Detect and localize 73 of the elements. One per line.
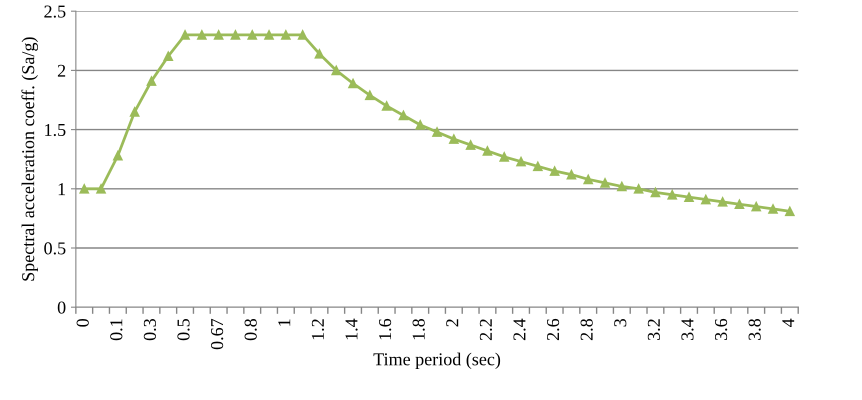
x-tick-label: 0.67: [210, 318, 224, 350]
point: [112, 150, 123, 161]
point: [398, 110, 408, 120]
point: [364, 90, 375, 100]
x-tick-label: 1: [278, 319, 290, 326]
point: [583, 174, 594, 184]
point: [616, 182, 627, 192]
point: [348, 78, 358, 88]
point: [415, 120, 426, 130]
x-tick-label: 0.5: [177, 319, 190, 340]
point: [550, 166, 560, 176]
point: [650, 187, 660, 198]
y-tick-label: 1.5: [45, 124, 66, 136]
x-tick-label: 3.6: [715, 318, 728, 340]
point: [466, 140, 476, 150]
x-tick-label: 1.4: [345, 318, 358, 340]
x-tick-label: 0.3: [144, 319, 156, 340]
point: [96, 184, 106, 194]
point: [146, 76, 156, 86]
x-tick-label: 3.4: [681, 318, 694, 340]
x-axis-title: Time period (sec): [374, 352, 500, 370]
point: [751, 202, 762, 212]
point: [700, 194, 711, 204]
point: [247, 30, 258, 40]
point: [196, 30, 207, 40]
point: [532, 161, 543, 172]
x-tick-label: 1.2: [312, 319, 324, 340]
point: [298, 30, 308, 40]
y-tick-label: 0.5: [44, 242, 66, 255]
point: [734, 199, 744, 210]
point: [214, 30, 224, 40]
y-axis-title: Spectral acceleration coeff. (Sa/g): [21, 37, 38, 281]
x-tick-label: 0.8: [244, 319, 257, 340]
point: [718, 196, 728, 207]
point: [600, 178, 610, 188]
point: [448, 134, 459, 144]
point: [280, 30, 291, 40]
y-tick-label: 1: [58, 183, 66, 196]
x-tick-label: 4: [782, 318, 794, 327]
point: [264, 30, 274, 40]
point: [432, 127, 442, 137]
point: [180, 30, 190, 40]
point: [314, 48, 324, 59]
point: [516, 156, 526, 166]
x-tick-label: 1.6: [379, 318, 392, 340]
x-tick-label: 3.8: [748, 319, 761, 340]
point: [684, 192, 694, 202]
point: [382, 101, 392, 111]
y-tick-label: 2.5: [44, 6, 66, 18]
point: [482, 146, 492, 156]
x-tick-label: 2.6: [547, 318, 560, 340]
point: [130, 106, 140, 117]
x-tick-label: 2.2: [480, 319, 492, 340]
point: [79, 184, 90, 194]
point: [634, 184, 644, 194]
point: [566, 170, 576, 180]
point: [667, 190, 678, 200]
x-tick-label: 2.8: [580, 319, 593, 340]
point: [331, 66, 342, 76]
y-tick-label: 2: [58, 64, 66, 77]
point: [230, 30, 240, 40]
x-tick-label: 3.2: [648, 319, 660, 340]
x-tick-label: 0.1: [110, 319, 122, 340]
x-tick-label: 0: [76, 319, 89, 327]
point: [784, 206, 795, 216]
x-tick-label: 3: [614, 319, 626, 326]
y-tick-label: 0: [58, 301, 66, 314]
point: [768, 204, 778, 214]
x-tick-label: 1.8: [412, 319, 425, 340]
point: [499, 152, 510, 162]
x-tick-label: 2.4: [513, 318, 526, 340]
point: [163, 51, 174, 62]
x-tick-label: 2: [446, 319, 458, 327]
